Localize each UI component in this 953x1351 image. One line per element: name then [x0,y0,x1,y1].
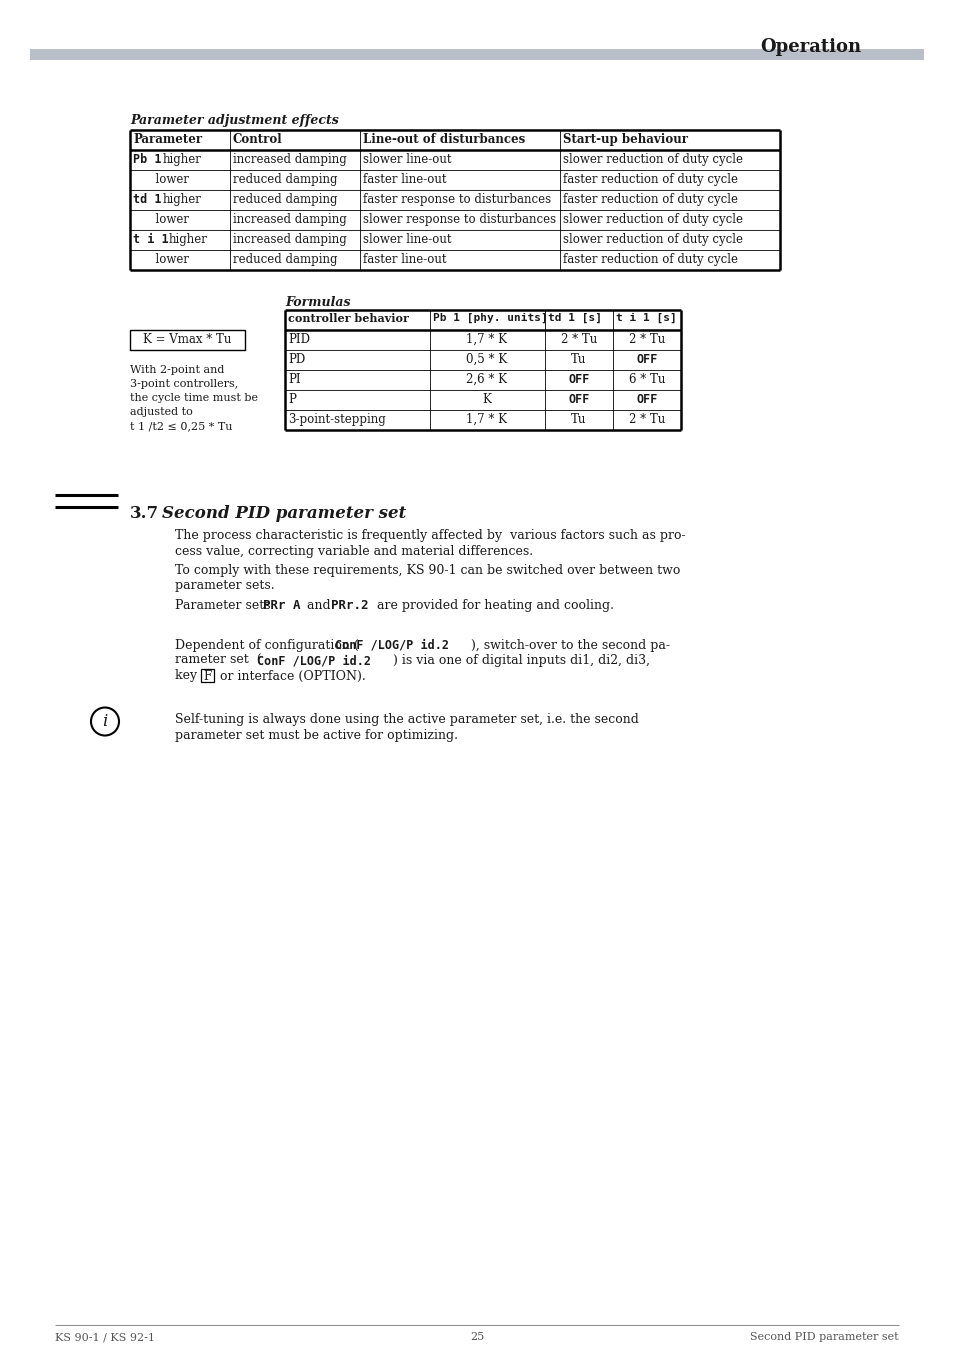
Bar [30,49,923,59]
Text: 2 * Tu: 2 * Tu [628,332,664,346]
Text: lower: lower [132,213,189,226]
Text: Pb 1: Pb 1 [132,153,161,166]
Text: OFF: OFF [636,393,657,407]
Text: slower reduction of duty cycle: slower reduction of duty cycle [562,232,742,246]
Text: cess value, correcting variable and material differences.: cess value, correcting variable and mate… [174,544,533,558]
Text: Formulas: Formulas [285,296,350,309]
Text: higher: higher [163,153,201,166]
Text: parameter set must be active for optimizing.: parameter set must be active for optimiz… [174,730,457,742]
Text: Operation: Operation [760,38,861,55]
Text: Second PID parameter set: Second PID parameter set [750,1332,898,1342]
Text: Parameter: Parameter [132,132,202,146]
Text: higher: higher [169,232,208,246]
Text: Parameter sets: Parameter sets [174,598,274,612]
Text: Tu: Tu [571,413,586,426]
Text: the cycle time must be: the cycle time must be [130,393,257,403]
Text: Start-up behaviour: Start-up behaviour [562,132,687,146]
Text: controller behavior: controller behavior [288,313,409,324]
Text: slower line-out: slower line-out [363,232,451,246]
Text: ), switch-over to the second pa-: ), switch-over to the second pa- [471,639,669,651]
Text: reduced damping: reduced damping [233,173,337,186]
Text: PI: PI [288,373,300,386]
Text: 3-point-stepping: 3-point-stepping [288,413,385,426]
Text: K: K [482,393,491,407]
Text: t i 1 [s]: t i 1 [s] [616,313,676,323]
Text: OFF: OFF [568,393,589,407]
Bar [130,330,245,350]
Text: higher: higher [163,193,201,205]
Text: or interface (OPTION).: or interface (OPTION). [215,670,365,682]
Text: slower line-out: slower line-out [363,153,451,166]
Text: OFF: OFF [636,353,657,366]
Text: Line-out of disturbances: Line-out of disturbances [363,132,525,146]
Text: Control: Control [233,132,282,146]
Text: t i 1: t i 1 [132,232,169,246]
Text: PID: PID [288,332,310,346]
Text: PRr.2: PRr.2 [331,598,368,612]
Text: Self-tuning is always done using the active parameter set, i.e. the second: Self-tuning is always done using the act… [174,713,639,727]
Text: PD: PD [288,353,305,366]
Text: Second PID parameter set: Second PID parameter set [162,505,406,521]
Text: 6 * Tu: 6 * Tu [628,373,664,386]
Text: The process characteristic is frequently affected by  various factors such as pr: The process characteristic is frequently… [174,530,685,542]
Text: are provided for heating and cooling.: are provided for heating and cooling. [373,598,614,612]
Text: adjusted to: adjusted to [130,407,193,417]
Text: 3-point controllers,: 3-point controllers, [130,380,238,389]
Text: t 1 /t2 ≤ 0,25 * Tu: t 1 /t2 ≤ 0,25 * Tu [130,422,233,431]
Text: Tu: Tu [571,353,586,366]
Text: ConF /LOG/P id.2: ConF /LOG/P id.2 [256,654,371,667]
Text: KS 90-1 / KS 92-1: KS 90-1 / KS 92-1 [55,1332,154,1342]
Text: 25: 25 [470,1332,483,1342]
Text: faster reduction of duty cycle: faster reduction of duty cycle [562,193,738,205]
Text: faster line-out: faster line-out [363,173,446,186]
Text: 0,5 * K: 0,5 * K [466,353,507,366]
Text: td 1: td 1 [132,193,161,205]
Text: increased damping: increased damping [233,153,346,166]
Text: key: key [174,670,201,682]
Text: To comply with these requirements, KS 90-1 can be switched over between two: To comply with these requirements, KS 90… [174,563,679,577]
Text: P: P [288,393,295,407]
Text: faster reduction of duty cycle: faster reduction of duty cycle [562,173,738,186]
Text: lower: lower [132,173,189,186]
Text: slower response to disturbances: slower response to disturbances [363,213,556,226]
Text: slower reduction of duty cycle: slower reduction of duty cycle [562,213,742,226]
Text: increased damping: increased damping [233,213,346,226]
Text: ) is via one of digital inputs di1, di2, di3,: ) is via one of digital inputs di1, di2,… [393,654,649,667]
Text: 1,7 * K: 1,7 * K [466,332,507,346]
Text: Parameter adjustment effects: Parameter adjustment effects [130,113,338,127]
Text: faster line-out: faster line-out [363,253,446,266]
Text: Dependent of configuration (: Dependent of configuration ( [174,639,358,651]
Text: F: F [203,670,212,682]
Text: rameter set  (: rameter set ( [174,654,261,667]
Text: 2,6 * K: 2,6 * K [466,373,507,386]
Text: 1,7 * K: 1,7 * K [466,413,507,426]
Text: ConF /LOG/P id.2: ConF /LOG/P id.2 [335,639,449,651]
Text: With 2-point and: With 2-point and [130,365,224,376]
Text: lower: lower [132,253,189,266]
Text: 2 * Tu: 2 * Tu [560,332,597,346]
Text: faster reduction of duty cycle: faster reduction of duty cycle [562,253,738,266]
Text: parameter sets.: parameter sets. [174,580,274,593]
Text: PRr A: PRr A [263,598,300,612]
Text: slower reduction of duty cycle: slower reduction of duty cycle [562,153,742,166]
Text: and: and [303,598,335,612]
Text: reduced damping: reduced damping [233,193,337,205]
Text: K = Vmax * Tu: K = Vmax * Tu [143,332,231,346]
Text: i: i [102,713,108,730]
Text: td 1 [s]: td 1 [s] [547,313,601,323]
Text: faster response to disturbances: faster response to disturbances [363,193,551,205]
Text: increased damping: increased damping [233,232,346,246]
Text: 2 * Tu: 2 * Tu [628,413,664,426]
Text: OFF: OFF [568,373,589,386]
Bar [201,669,213,681]
Text: reduced damping: reduced damping [233,253,337,266]
Text: 3.7: 3.7 [130,505,159,521]
Text: Pb 1 [phy. units]: Pb 1 [phy. units] [433,313,547,323]
